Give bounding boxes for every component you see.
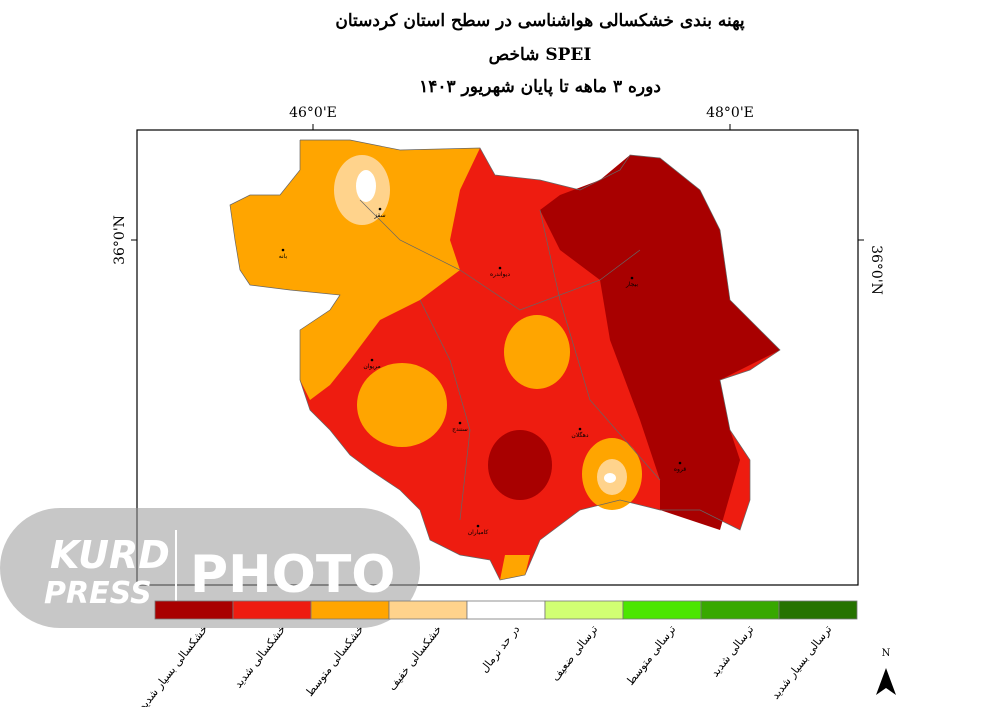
legend-swatch [154, 600, 234, 620]
region [356, 170, 376, 202]
legend-label: ترسالی ضعیف [549, 623, 601, 684]
city-label: کامیاران [468, 529, 489, 536]
city-label: سنندج [452, 426, 468, 433]
legend-label: خشکسالی متوسط [303, 623, 366, 699]
city-dot [630, 276, 634, 280]
legend-label: ترسالی شدید [708, 623, 756, 680]
city-label: قروه [674, 466, 686, 473]
city-dot [370, 358, 374, 362]
province-border [229, 139, 781, 581]
city-label: بیجار [625, 281, 638, 288]
legend: خشکسالی بسیار شدید خشکسالی شدید خشکسالی مت… [136, 600, 858, 707]
city-dot [678, 461, 682, 465]
region [540, 155, 780, 530]
city-label: دهگلان [571, 431, 588, 439]
legend-swatch [778, 600, 858, 620]
legend-label: در حد نرمال [478, 623, 523, 675]
lat-label: 36°0'N [112, 215, 128, 265]
city-label: مریوان [363, 363, 380, 370]
city-label: دیواندره [490, 271, 510, 278]
legend-swatch [388, 600, 468, 620]
lon-label: 48°0'E [706, 105, 754, 121]
region [500, 555, 530, 580]
city-dot [378, 207, 382, 211]
county-border [359, 199, 641, 311]
region [504, 315, 570, 389]
city-dot [476, 524, 480, 528]
legend-swatch [310, 600, 390, 620]
region [357, 363, 447, 447]
city-dot [578, 427, 582, 431]
title-line1: پهنه بندی خشکسالی هواشناسی در سطح استان … [335, 11, 745, 31]
county-border [419, 299, 471, 521]
city-dot [458, 421, 462, 425]
north-arrow [876, 668, 896, 695]
city-dot [498, 266, 502, 270]
county-border [539, 209, 661, 481]
legend-label: خشکسالی بسیار شدید [136, 623, 210, 707]
legend-swatch [700, 600, 780, 620]
province-map [229, 139, 781, 581]
legend-swatch [466, 600, 546, 620]
legend-swatch [232, 600, 312, 620]
region [604, 473, 616, 483]
legend-label: ترسالی متوسط [624, 623, 679, 688]
north-label: N [882, 648, 891, 659]
legend-label: خشکسالی شدید [232, 623, 289, 691]
title-line3: دوره ۳ ماهه تا پایان شهریور ۱۴۰۳ [419, 77, 661, 97]
watermark-text: PRESS [44, 576, 152, 611]
watermark-band [0, 508, 420, 628]
watermark-text: PHOTO [190, 545, 396, 605]
legend-label: خشکسالی خفیف [386, 623, 445, 693]
legend-label: ترسالی بسیار شدید [769, 623, 835, 702]
legend-swatch [544, 600, 624, 620]
region [230, 140, 480, 400]
title-line2: شاخص SPEI [489, 45, 592, 65]
city-dot [281, 248, 285, 252]
region [488, 430, 552, 500]
city-labels: سقز بانه دیواندره بیجار مریوان سنندج دهگلان قرو… [279, 207, 686, 536]
city-label: بانه [279, 253, 288, 260]
legend-swatch [622, 600, 702, 620]
lon-label: 46°0'E [289, 105, 337, 121]
city-label: سقز [373, 212, 385, 219]
watermark-text: KURD [50, 533, 170, 577]
lat-label: 36°0'N [868, 245, 884, 295]
